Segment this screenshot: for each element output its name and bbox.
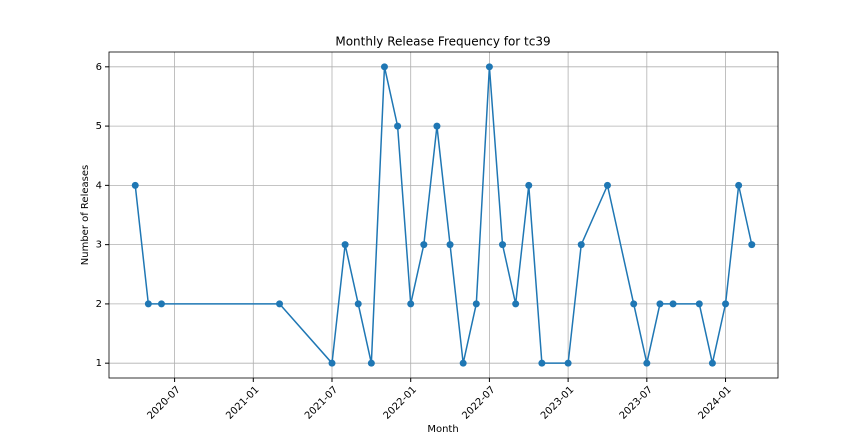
point [446,241,454,249]
point [367,359,375,367]
point [144,300,152,308]
point [499,241,507,249]
point [485,63,493,71]
point [341,241,349,249]
x-tick-label: 2023-01 [539,384,576,421]
point [525,181,533,189]
point [131,181,139,189]
point [394,122,402,130]
point [656,300,664,308]
point [328,359,336,367]
x-axis-label: Month [427,424,458,432]
point [603,181,611,189]
y-tick-label: 4 [96,180,102,191]
y-tick-label: 3 [96,240,102,251]
point [643,359,651,367]
point [512,300,520,308]
y-tick-label: 1 [96,358,102,369]
point [722,300,730,308]
point [630,300,638,308]
line [134,66,753,365]
x-tick-label: 2021-01 [224,384,261,421]
x-tick-label: 2021-07 [303,384,340,421]
y-tick-label: 2 [96,299,102,310]
point [695,300,703,308]
point [748,241,756,249]
x-tick-label: 2022-01 [382,384,419,421]
point [459,359,467,367]
point [380,63,388,71]
point [420,241,428,249]
point [407,300,415,308]
point [433,122,441,130]
point [577,241,585,249]
point [708,359,716,367]
point [354,300,362,308]
chart-title: Monthly Release Frequency for tc39 [335,35,550,49]
point [669,300,677,308]
point [735,181,743,189]
x-tick-label: 2024-01 [696,384,733,421]
x-tick-label: 2020-07 [145,384,182,421]
y-tick-label: 6 [96,62,102,73]
x-tick-label: 2022-07 [460,384,497,421]
point [157,300,165,308]
y-tick-label: 5 [96,121,102,132]
y-axis-label: Number of Releases [80,165,91,265]
point [276,300,284,308]
plot-frame [108,51,779,379]
point [564,359,572,367]
point [538,359,546,367]
x-tick-label: 2023-07 [618,384,655,421]
point [472,300,480,308]
